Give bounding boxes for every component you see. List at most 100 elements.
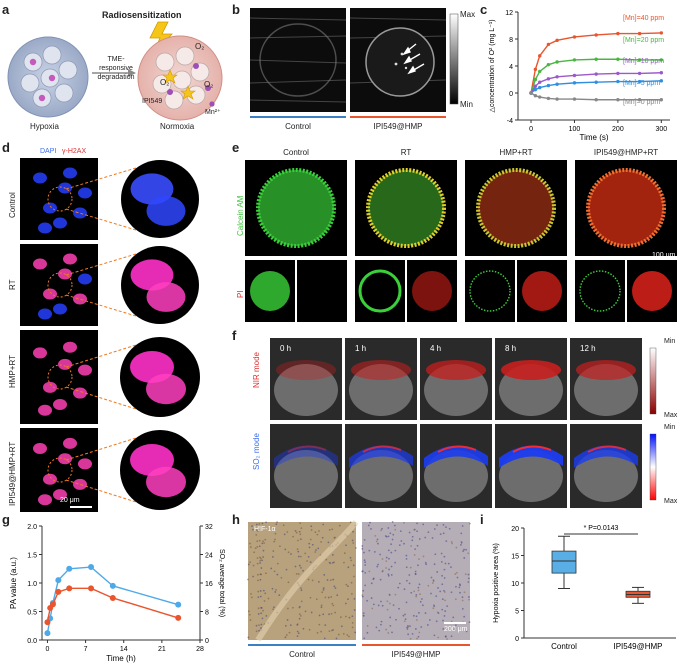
- cell-dot: [260, 567, 263, 569]
- time-label-0: 0 h: [280, 344, 292, 353]
- x-tick-label: 0: [45, 646, 49, 653]
- nucleus: [63, 437, 77, 449]
- cell-dot: [324, 596, 327, 599]
- cell-dot: [394, 528, 397, 531]
- cell-dot: [467, 573, 470, 576]
- row-label-so2: SO₂ mode: [252, 433, 261, 470]
- cell-dot: [440, 560, 443, 563]
- cell-dot: [286, 619, 289, 621]
- cell-dot: [350, 581, 353, 584]
- so2-high-signal: [362, 445, 402, 453]
- cell-dot: [362, 589, 365, 592]
- cell-dot: [294, 565, 297, 568]
- nucleus: [33, 258, 47, 270]
- cell-dot: [258, 545, 261, 548]
- data-point: [109, 594, 116, 601]
- row-label-pi: PI: [236, 290, 245, 298]
- cell-dot: [249, 546, 252, 548]
- zoom-indicator: [47, 186, 73, 212]
- cell-dot: [391, 538, 394, 541]
- nucleus: [73, 478, 87, 490]
- cell-dot: [459, 591, 461, 594]
- mn-label: Mn²⁺: [205, 109, 221, 116]
- calcein-ring: [358, 269, 402, 313]
- cell-dot: [414, 548, 417, 551]
- data-point: [572, 58, 577, 62]
- cell-dot: [290, 553, 292, 555]
- spheroid-edge: [476, 168, 556, 248]
- cell-dot: [259, 562, 262, 564]
- tumor-region: [274, 364, 338, 416]
- nucleus: [43, 202, 57, 214]
- cell-dot: [264, 592, 267, 595]
- data-point: [555, 38, 559, 43]
- cell-dot: [271, 587, 274, 590]
- cell-dot: [460, 543, 462, 546]
- tumor-region: [274, 450, 338, 502]
- cell-dot: [298, 530, 301, 533]
- cell-dot: [334, 611, 337, 614]
- cell-dot: [284, 624, 287, 627]
- nir-signal: [576, 360, 636, 380]
- x-tick-label: 100: [569, 126, 581, 133]
- cell-dot: [349, 521, 352, 524]
- cell-dot: [361, 545, 364, 547]
- calcein-spheroid: [250, 271, 290, 311]
- cell-dot: [385, 556, 388, 559]
- y-tick-label: 0.0: [27, 638, 37, 645]
- cell-dot: [252, 575, 255, 578]
- o2-label-3: O₂: [204, 80, 214, 89]
- cell-dot: [444, 635, 447, 638]
- cell-dot: [463, 548, 465, 551]
- o2-concentration-chart: -4 0 4 8 12 0 100 200 300 Time (s) △concentration …: [489, 10, 670, 142]
- tumor-region: [424, 450, 488, 502]
- cell-dot: [262, 540, 264, 543]
- cell-dot: [375, 626, 378, 629]
- cell-dot: [363, 559, 366, 562]
- cell-dot: [247, 636, 250, 639]
- y-tick-label: 12: [505, 10, 513, 17]
- data-point: [594, 80, 598, 84]
- cell-dot: [364, 584, 367, 587]
- data-point: [637, 31, 642, 36]
- cell-dot: [361, 595, 364, 598]
- cell-dot: [450, 620, 453, 623]
- cell-dot: [288, 631, 291, 634]
- nucleus: [63, 341, 77, 353]
- cell-dot: [334, 587, 337, 590]
- nucleus: [73, 293, 87, 305]
- nucleus: [53, 217, 67, 229]
- cell-dot: [387, 549, 390, 552]
- cell-dot: [426, 624, 429, 626]
- cell-dot: [443, 589, 445, 592]
- cell-dot: [386, 600, 389, 603]
- cell-dot: [258, 539, 261, 542]
- cell-dot: [280, 576, 283, 579]
- cell-dot: [275, 523, 278, 526]
- cell-dot: [260, 627, 262, 629]
- cell-dot: [286, 531, 289, 533]
- cell-dot: [398, 582, 401, 585]
- cell-dot: [296, 630, 299, 633]
- cell-dot: [378, 629, 381, 632]
- cell-dot: [296, 635, 299, 638]
- cell-dot: [415, 615, 418, 618]
- cell-dot: [257, 596, 260, 599]
- data-point: [66, 565, 73, 572]
- spheroid-edge: [366, 168, 446, 248]
- cell-dot: [247, 578, 249, 581]
- cell-dot: [284, 548, 287, 551]
- cell-dot: [256, 562, 259, 565]
- cell-dot: [353, 597, 356, 600]
- y2-tick-label: 0: [205, 638, 209, 645]
- schematic-illustration: [7, 21, 223, 121]
- cell-dot: [335, 637, 338, 640]
- zoom-line: [65, 386, 137, 410]
- cell-dot: [259, 556, 261, 559]
- cell-dot: [414, 573, 417, 576]
- cell-dot: [380, 529, 382, 532]
- data-point: [538, 95, 542, 99]
- cell-dot: [424, 561, 427, 564]
- cell-dot: [348, 635, 350, 638]
- cell-dot: [287, 607, 289, 610]
